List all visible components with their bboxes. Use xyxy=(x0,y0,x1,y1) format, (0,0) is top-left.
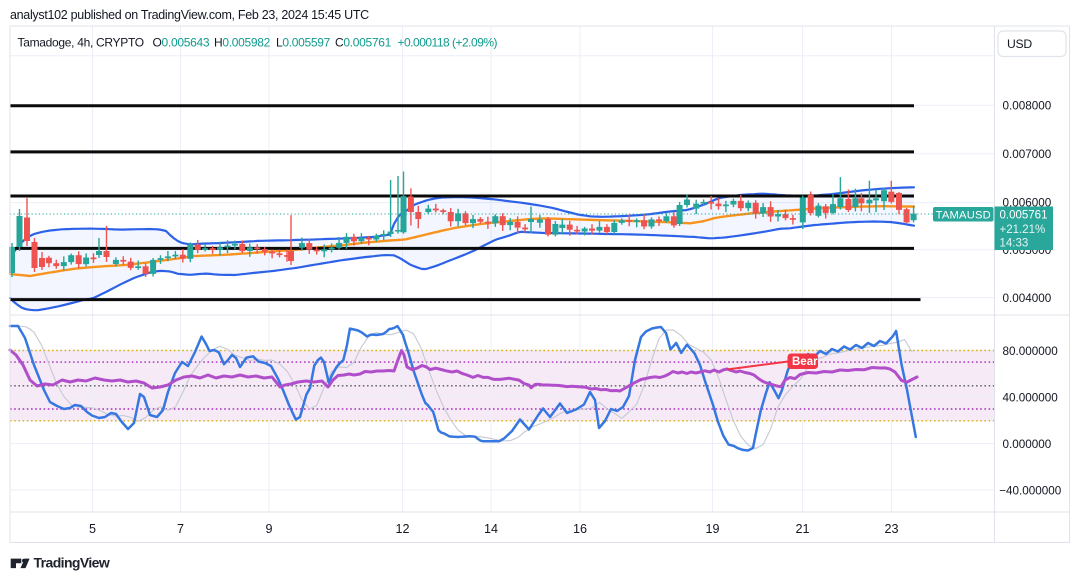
svg-text:C0.005761: C0.005761 xyxy=(335,36,392,50)
svg-text:16: 16 xyxy=(573,522,587,536)
svg-text:19: 19 xyxy=(705,522,719,536)
svg-text:40.000000: 40.000000 xyxy=(1003,391,1059,404)
svg-text:23: 23 xyxy=(884,522,898,536)
svg-text:12: 12 xyxy=(395,522,409,536)
svg-text:14:33: 14:33 xyxy=(1000,238,1029,250)
svg-text:0.006000: 0.006000 xyxy=(1003,197,1052,210)
svg-text:21: 21 xyxy=(795,522,809,536)
svg-text:80.000000: 80.000000 xyxy=(1003,345,1059,358)
svg-text:TradingView: TradingView xyxy=(34,555,110,571)
svg-text:L0.005597: L0.005597 xyxy=(276,36,331,50)
svg-text:0.007000: 0.007000 xyxy=(1003,148,1052,161)
svg-text:0.004000: 0.004000 xyxy=(1003,292,1052,305)
svg-text:14: 14 xyxy=(484,522,498,536)
svg-text:5: 5 xyxy=(89,522,96,536)
svg-text:0.008000: 0.008000 xyxy=(1003,100,1052,113)
svg-text:USD: USD xyxy=(1007,37,1032,51)
svg-text:−40.000000: −40.000000 xyxy=(999,484,1062,497)
svg-text:9: 9 xyxy=(265,522,272,536)
svg-text:+21.21%: +21.21% xyxy=(1000,224,1046,236)
svg-text:analyst102 published on Tradin: analyst102 published on TradingView.com,… xyxy=(10,8,369,22)
svg-text:TAMAUSD: TAMAUSD xyxy=(936,209,991,221)
svg-text:7: 7 xyxy=(177,522,184,536)
svg-text:0.000000: 0.000000 xyxy=(1003,438,1052,451)
svg-text:0.005761: 0.005761 xyxy=(1000,210,1048,222)
svg-text:Bear: Bear xyxy=(792,356,818,368)
svg-text:O0.005643: O0.005643 xyxy=(153,36,210,50)
svg-text:H0.005982: H0.005982 xyxy=(214,36,271,50)
svg-text:+0.000118 (+2.09%): +0.000118 (+2.09%) xyxy=(398,36,498,50)
svg-text:Tamadoge, 4h, CRYPTO: Tamadoge, 4h, CRYPTO xyxy=(18,36,144,50)
